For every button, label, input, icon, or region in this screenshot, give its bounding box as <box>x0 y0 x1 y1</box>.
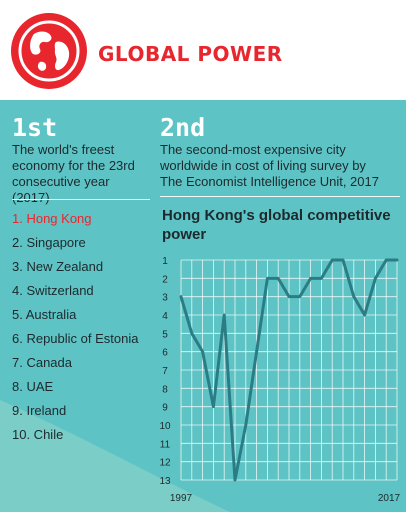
globe-icon <box>11 13 87 89</box>
second-description-line: worldwide in cost of living survey by <box>160 158 366 173</box>
y-tick-label: 7 <box>162 366 168 377</box>
x-tick-label: 1997 <box>170 493 193 504</box>
y-tick-label: 3 <box>162 293 168 304</box>
first-description-line: economy for the 23rd <box>12 158 135 173</box>
rank-first: 1st <box>12 113 58 142</box>
x-tick-label: 2017 <box>378 493 401 504</box>
y-tick-label: 12 <box>159 458 171 469</box>
header-title: GLOBAL POWER <box>98 42 283 66</box>
first-description: The world's freest economy for the 23rd … <box>12 142 157 206</box>
list-item: 4. Switzerland <box>12 283 94 298</box>
y-tick-label: 2 <box>162 274 168 285</box>
y-tick-label: 5 <box>162 329 168 340</box>
y-tick-label: 11 <box>160 439 171 450</box>
list-item: 7. Canada <box>12 355 72 370</box>
list-item: 1. Hong Kong <box>12 211 92 226</box>
y-tick-label: 6 <box>162 348 168 359</box>
second-description-line: The Economist Intelligence Unit, 2017 <box>160 174 379 189</box>
header-banner: GLOBAL POWER <box>0 0 406 100</box>
second-description-line: The second-most expensive city <box>160 142 346 157</box>
y-tick-label: 1 <box>162 256 168 267</box>
y-tick-label: 8 <box>162 384 168 395</box>
divider-left <box>12 199 150 200</box>
list-item: 6. Republic of Estonia <box>12 331 139 346</box>
list-item: 8. UAE <box>12 379 54 394</box>
chart-title: Hong Kong's global competitive power <box>162 207 391 243</box>
y-tick-label: 9 <box>162 403 168 414</box>
second-description: The second-most expensive city worldwide… <box>160 142 404 190</box>
rank-second: 2nd <box>160 113 206 142</box>
list-item: 10. Chile <box>12 427 64 442</box>
divider-right <box>160 196 400 197</box>
list-item: 9. Ireland <box>12 403 67 418</box>
y-tick-label: 13 <box>159 476 171 487</box>
list-item: 3. New Zealand <box>12 259 104 274</box>
list-item: 2. Singapore <box>12 235 86 250</box>
first-description-line: consecutive year <box>12 174 110 189</box>
first-description-line: The world's freest <box>12 142 115 157</box>
list-item: 5. Australia <box>12 307 77 322</box>
series-line <box>179 258 399 482</box>
y-tick-label: 10 <box>159 421 171 432</box>
first-description-line: (2017) <box>12 190 50 205</box>
y-tick-label: 4 <box>162 311 168 322</box>
